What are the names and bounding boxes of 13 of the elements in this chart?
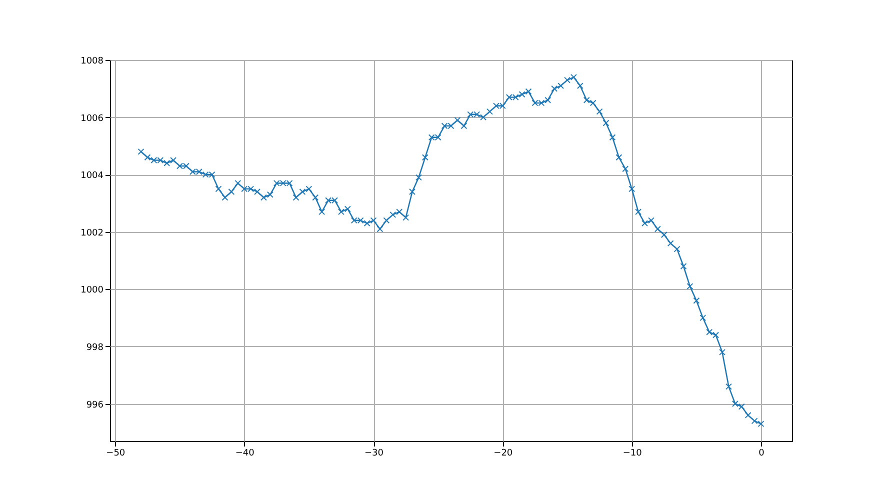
- x-tick-label: −40: [235, 448, 255, 458]
- y-tick-label: 1000: [80, 286, 104, 296]
- y-tick-label: 1004: [80, 171, 104, 182]
- x-tick-label: −20: [494, 448, 513, 458]
- x-tick-label: −30: [364, 448, 384, 458]
- y-tick-label: 996: [86, 400, 104, 410]
- y-tick-label: 998: [86, 342, 104, 353]
- x-tick-label: −50: [106, 448, 126, 458]
- x-tick-label: −10: [622, 448, 642, 458]
- y-tick-label: 1008: [80, 56, 104, 66]
- y-tick-label: 1002: [80, 228, 104, 238]
- y-tick-label: 1006: [80, 114, 104, 124]
- x-tick-label: 0: [758, 448, 765, 458]
